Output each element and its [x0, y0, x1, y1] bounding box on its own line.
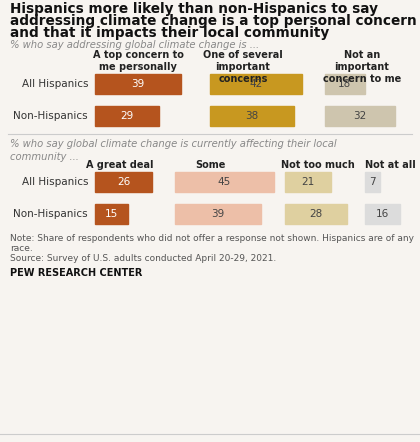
Bar [210, 74, 302, 94]
Text: % who say global climate change is currently affecting their local
community ...: % who say global climate change is curre… [10, 139, 336, 162]
Bar [325, 74, 365, 94]
Text: All Hispanics: All Hispanics [21, 79, 88, 89]
Text: Source: Survey of U.S. adults conducted April 20-29, 2021.: Source: Survey of U.S. adults conducted … [10, 254, 276, 263]
Text: Hispanics more likely than non-Hispanics to say: Hispanics more likely than non-Hispanics… [10, 2, 378, 16]
Text: PEW RESEARCH CENTER: PEW RESEARCH CENTER [10, 268, 142, 278]
Bar [95, 74, 181, 94]
Bar [95, 204, 128, 224]
Bar [175, 204, 261, 224]
Bar [285, 172, 331, 192]
Text: 21: 21 [302, 177, 315, 187]
Bar [365, 172, 381, 192]
Text: 32: 32 [354, 111, 367, 121]
Text: 39: 39 [131, 79, 144, 89]
Text: 38: 38 [245, 111, 258, 121]
Text: Not too much: Not too much [281, 160, 355, 170]
Text: race.: race. [10, 244, 33, 253]
Text: Some: Some [195, 160, 225, 170]
Text: All Hispanics: All Hispanics [21, 177, 88, 187]
Text: Not at all: Not at all [365, 160, 415, 170]
Text: 16: 16 [376, 209, 389, 219]
Text: Non-Hispanics: Non-Hispanics [13, 111, 88, 121]
Bar [175, 172, 274, 192]
Bar [365, 204, 400, 224]
Bar [95, 106, 159, 126]
Text: % who say addressing global climate change is ...: % who say addressing global climate chan… [10, 40, 259, 50]
Text: Not an
important
concern to me: Not an important concern to me [323, 50, 401, 84]
Text: 26: 26 [117, 177, 130, 187]
Bar [325, 106, 395, 126]
Bar [95, 172, 152, 192]
Text: 28: 28 [309, 209, 323, 219]
Text: and that it impacts their local community: and that it impacts their local communit… [10, 26, 329, 40]
Text: 42: 42 [249, 79, 263, 89]
Text: One of several
important
concerns: One of several important concerns [203, 50, 283, 84]
Text: 7: 7 [369, 177, 376, 187]
Text: Non-Hispanics: Non-Hispanics [13, 209, 88, 219]
Text: 18: 18 [338, 79, 352, 89]
Text: 39: 39 [211, 209, 225, 219]
Bar [210, 106, 294, 126]
Text: 29: 29 [120, 111, 134, 121]
Text: addressing climate change is a top personal concern: addressing climate change is a top perso… [10, 14, 417, 28]
Bar [285, 204, 346, 224]
Text: A top concern to
me personally: A top concern to me personally [92, 50, 184, 72]
Text: Note: Share of respondents who did not offer a response not shown. Hispanics are: Note: Share of respondents who did not o… [10, 234, 414, 243]
Text: 15: 15 [105, 209, 118, 219]
Text: A great deal: A great deal [86, 160, 154, 170]
Text: 45: 45 [218, 177, 231, 187]
